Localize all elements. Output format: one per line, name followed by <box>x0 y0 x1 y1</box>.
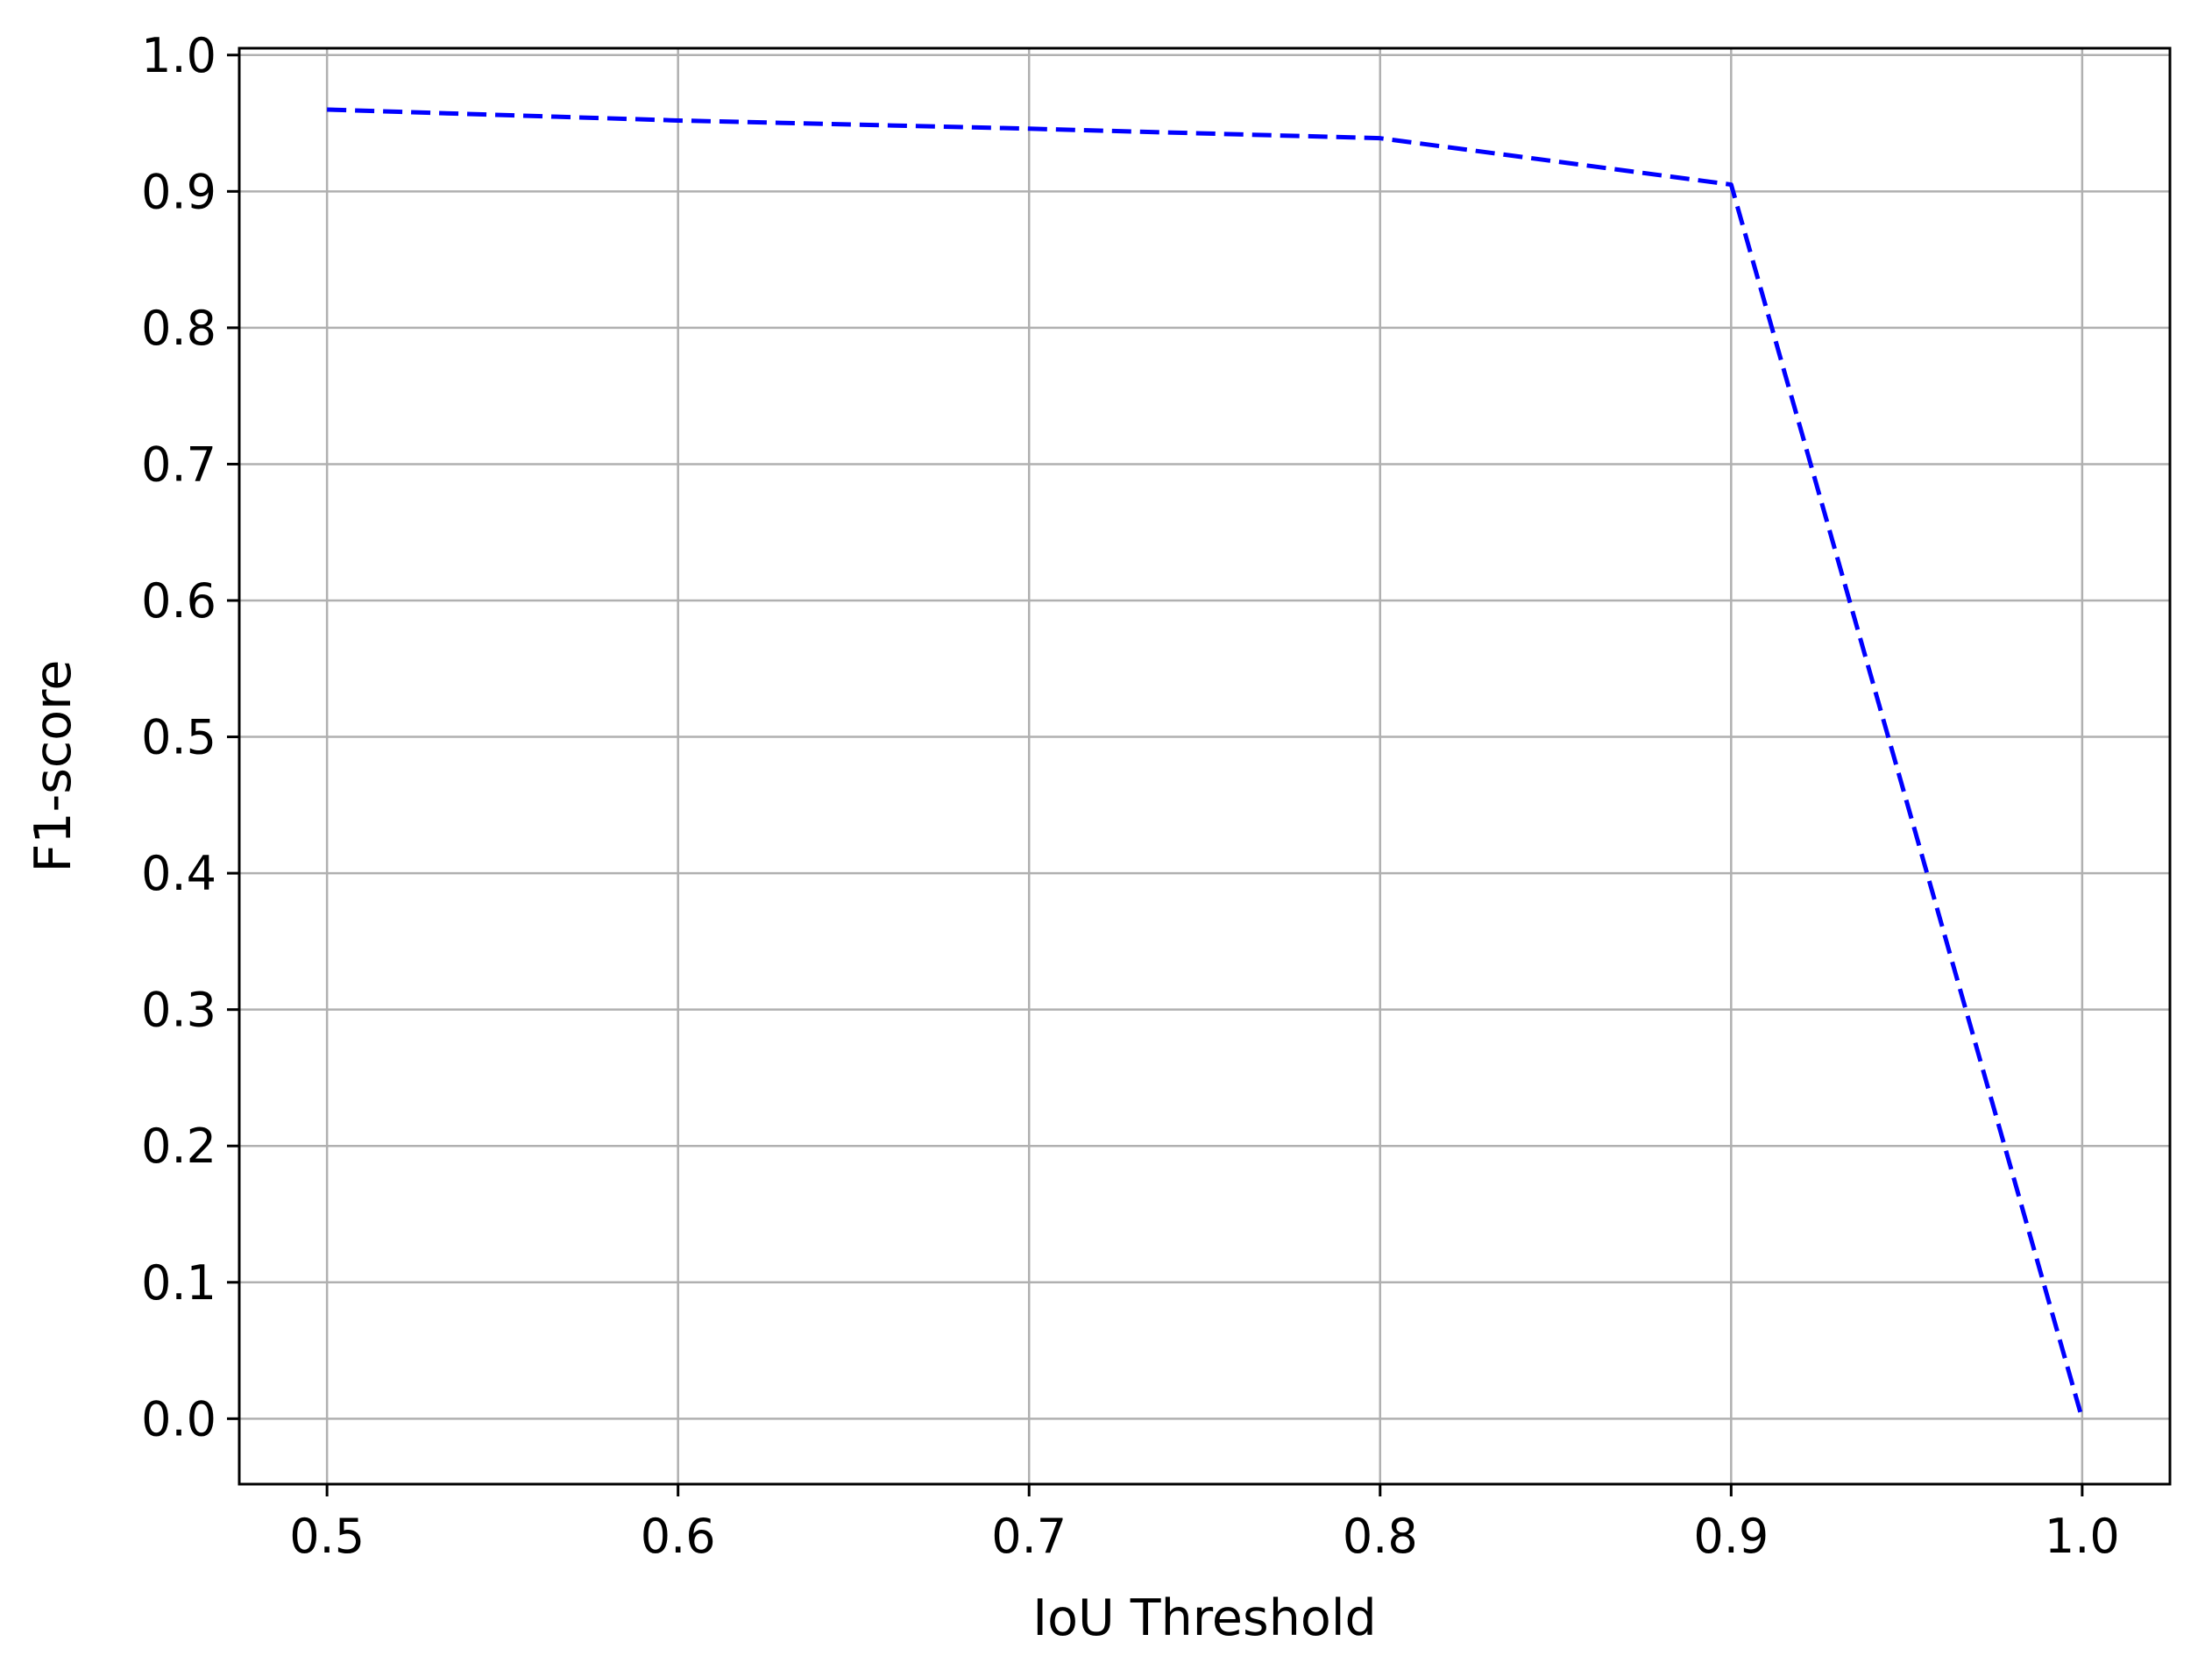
x-tick-label: 0.9 <box>1693 1509 1769 1564</box>
x-axis-label: IoU Threshold <box>1032 1589 1376 1647</box>
y-tick-label: 0.3 <box>141 983 216 1038</box>
x-tick-label: 0.6 <box>641 1509 716 1564</box>
y-tick-label: 0.5 <box>141 710 216 765</box>
y-tick-label: 0.0 <box>141 1391 216 1446</box>
y-tick-label: 0.1 <box>141 1255 216 1311</box>
x-tick-label: 0.7 <box>991 1509 1067 1564</box>
x-tick-label: 0.8 <box>1343 1509 1418 1564</box>
series-layer <box>327 107 2085 1420</box>
y-tick-label: 0.6 <box>141 573 216 629</box>
plot-frame <box>238 46 2172 1486</box>
axis-ticks: 0.5 0.6 0.7 0.8 0.9 1.0 0.0 0.1 0.2 0.3 0.4 0.5 0.6 0… <box>141 28 2120 1564</box>
y-tick-label: 0.2 <box>141 1119 216 1174</box>
x-tick-label: 0.5 <box>289 1509 365 1564</box>
y-tick-label: 1.0 <box>141 28 216 83</box>
y-tick-label: 0.4 <box>141 846 216 901</box>
series-line <box>327 107 2085 1420</box>
y-tick-label: 0.8 <box>141 301 216 356</box>
y-tick-label: 0.7 <box>141 437 216 492</box>
y-axis-label: F1-score <box>25 660 82 873</box>
y-tick-label: 0.9 <box>141 164 216 219</box>
x-tick-label: 1.0 <box>2045 1509 2120 1564</box>
grid <box>239 48 2170 1484</box>
